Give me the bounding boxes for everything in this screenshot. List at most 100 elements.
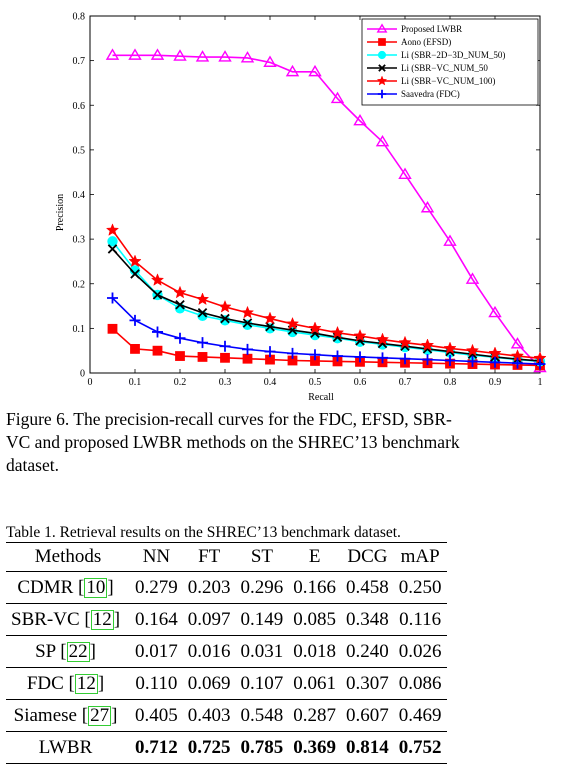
chart-legend: Proposed LWBR Aono (EFSD) Li (SBR−2D−3D_NU… <box>361 18 539 106</box>
table-row: SBR-VC [12] 0.164 0.097 0.149 0.085 0.348 0.11… <box>6 603 447 636</box>
x-tick-label: 0 <box>88 377 93 388</box>
value-cell: 0.086 <box>393 667 447 700</box>
value-cell: 0.016 <box>182 635 236 668</box>
legend-box <box>361 18 539 106</box>
value-cell: 0.752 <box>393 731 447 764</box>
data-point <box>398 335 412 349</box>
data-point <box>197 307 208 318</box>
method-cell: SP [22] <box>6 635 131 668</box>
citation-link[interactable]: 22 <box>66 640 90 662</box>
value-cell: 0.785 <box>235 731 289 764</box>
data-point <box>376 75 388 86</box>
method-cell: FDC [12] <box>6 667 131 700</box>
x-tick-label: 0.1 <box>129 377 142 388</box>
value-cell: 0.031 <box>235 635 289 668</box>
value-cell: 0.307 <box>341 667 394 700</box>
value-cell: 0.469 <box>393 699 447 732</box>
data-point <box>219 340 231 352</box>
data-point <box>195 292 210 306</box>
data-point <box>128 48 142 60</box>
value-cell: 0.296 <box>235 571 289 604</box>
value-cell: 0.712 <box>130 731 183 764</box>
table-row: SP [22] 0.017 0.016 0.031 0.018 0.240 0.026 <box>6 635 447 668</box>
data-point <box>420 338 435 352</box>
data-point <box>218 299 232 313</box>
value-cell: 0.085 <box>288 603 342 636</box>
citation-link[interactable]: 12 <box>90 608 114 630</box>
data-point <box>330 325 345 339</box>
y-tick-label: 0 <box>80 369 85 380</box>
data-point <box>378 64 386 72</box>
data-point <box>444 355 456 367</box>
table-row: CDMR [10] 0.279 0.203 0.296 0.166 0.458 0.250 <box>6 571 447 604</box>
data-point <box>422 354 433 366</box>
citation-link[interactable]: 12 <box>74 672 98 694</box>
data-point <box>173 49 187 61</box>
data-point <box>332 350 343 362</box>
y-tick-label: 0.3 <box>73 235 86 246</box>
value-cell: 0.026 <box>393 635 447 668</box>
x-tick-label: 0.6 <box>354 377 367 388</box>
x-tick-label: 0.9 <box>489 377 502 388</box>
y-tick-label: 0.6 <box>73 101 86 112</box>
data-point <box>399 353 411 365</box>
legend-entry: Proposed LWBR <box>367 23 462 34</box>
legend-label: Li (SBR−VC_NUM_50 <box>401 63 488 73</box>
data-point <box>242 319 253 330</box>
legend-label: Li (SBR−2D−3D_NUM_50) <box>401 50 505 60</box>
data-point <box>308 321 322 335</box>
legend-entry: Aono (EFSD) <box>367 37 451 47</box>
data-point <box>512 357 523 369</box>
table-body: CDMR [10] 0.279 0.203 0.296 0.166 0.458 0.250 S… <box>6 571 447 764</box>
data-point <box>130 269 140 279</box>
data-point <box>174 332 186 344</box>
value-cell: 0.164 <box>130 603 183 636</box>
data-point <box>242 318 253 328</box>
data-point <box>264 323 276 334</box>
citation-link[interactable]: 27 <box>88 704 112 726</box>
x-tick-label: 0.3 <box>219 377 232 388</box>
legend-entry: Li (SBR−VC_NUM_50 <box>367 63 488 73</box>
data-point <box>263 55 277 67</box>
data-point <box>218 50 232 62</box>
data-point <box>377 352 388 364</box>
data-point <box>152 290 163 300</box>
header-st: ST <box>235 542 289 572</box>
x-tick-label: 0.7 <box>399 377 412 388</box>
value-cell: 0.287 <box>288 699 342 732</box>
figure-caption-line: Figure 6. The precision-recall curves fo… <box>6 409 452 429</box>
precision-recall-chart: 0 0.1 0.2 0.3 0.4 0.5 0.6 0.7 0.8 0.9 1 0 0.1 0.2 0.3 0… <box>55 12 547 403</box>
data-point <box>465 272 480 284</box>
data-point <box>354 351 366 363</box>
chart-series <box>105 48 547 373</box>
data-point <box>287 347 298 359</box>
data-point <box>152 345 163 356</box>
citation-link[interactable]: 10 <box>84 576 108 598</box>
value-cell: 0.116 <box>393 603 447 636</box>
data-point <box>377 50 387 60</box>
method-cell: CDMR [10] <box>6 571 131 604</box>
value-cell: 0.107 <box>235 667 289 700</box>
data-point <box>375 134 390 147</box>
y-tick-label: 0.8 <box>73 12 86 23</box>
y-tick-label: 0.7 <box>73 56 86 67</box>
method-name: SP <box>35 640 56 662</box>
series <box>107 292 546 370</box>
table-row: Siamese [27] 0.405 0.403 0.548 0.287 0.607 0.4… <box>6 699 447 732</box>
data-point <box>443 234 457 246</box>
data-point <box>107 236 118 247</box>
legend-entry: Saavedra (FDC) <box>367 89 460 99</box>
data-point <box>534 358 546 370</box>
series-line <box>111 248 541 362</box>
data-point <box>150 48 165 60</box>
data-point <box>489 356 501 368</box>
value-cell: 0.725 <box>182 731 236 764</box>
data-point <box>375 332 390 346</box>
data-point <box>420 201 435 213</box>
data-point <box>398 167 412 179</box>
data-point <box>242 353 253 364</box>
y-tick-label: 0.4 <box>73 190 86 201</box>
legend-entry: Li (SBR−VC_NUM_100) <box>367 75 495 86</box>
x-axis-label: Recall <box>308 392 334 403</box>
data-point <box>510 337 525 349</box>
